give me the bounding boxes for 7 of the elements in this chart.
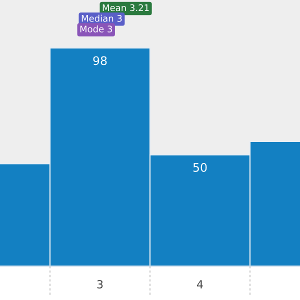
x-tick-label: 3 — [97, 280, 103, 288]
text: Mean 3.21 — [102, 4, 149, 12]
data-label: 50 — [193, 162, 207, 172]
data-label: 98 — [93, 56, 107, 66]
text: Mode 3 — [80, 25, 112, 32]
text: Median 3 — [82, 14, 122, 22]
x-tick-label: 4 — [197, 280, 203, 288]
